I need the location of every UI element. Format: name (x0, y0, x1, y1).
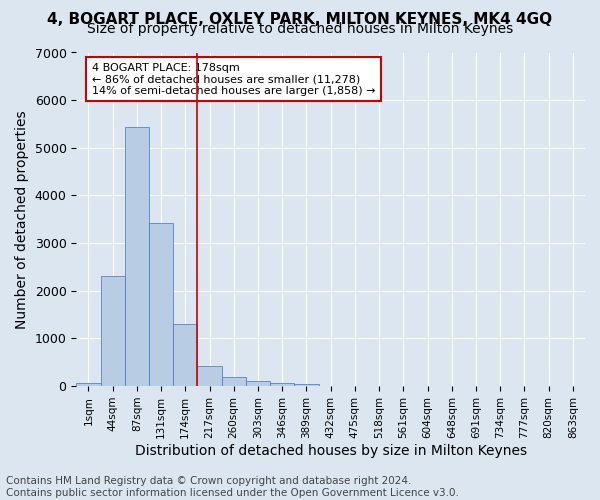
Bar (101, 276, 125, 386)
Bar (149, 223, 173, 386)
Bar (76, 382, 101, 386)
Y-axis label: Number of detached properties: Number of detached properties (15, 110, 29, 328)
X-axis label: Distribution of detached houses by size in Milton Keynes: Distribution of detached houses by size … (134, 444, 527, 458)
Text: Contains HM Land Registry data © Crown copyright and database right 2024.
Contai: Contains HM Land Registry data © Crown c… (6, 476, 459, 498)
Bar (125, 127, 149, 386)
Bar (246, 381, 270, 386)
Bar (221, 378, 246, 386)
Text: 4, BOGART PLACE, OXLEY PARK, MILTON KEYNES, MK4 4GQ: 4, BOGART PLACE, OXLEY PARK, MILTON KEYN… (47, 12, 553, 26)
Text: 4 BOGART PLACE: 178sqm
← 86% of detached houses are smaller (11,278)
14% of semi: 4 BOGART PLACE: 178sqm ← 86% of detached… (92, 62, 375, 96)
Bar (173, 324, 197, 386)
Bar (197, 366, 221, 386)
Bar (295, 384, 319, 386)
Text: Size of property relative to detached houses in Milton Keynes: Size of property relative to detached ho… (87, 22, 513, 36)
Bar (270, 383, 295, 386)
